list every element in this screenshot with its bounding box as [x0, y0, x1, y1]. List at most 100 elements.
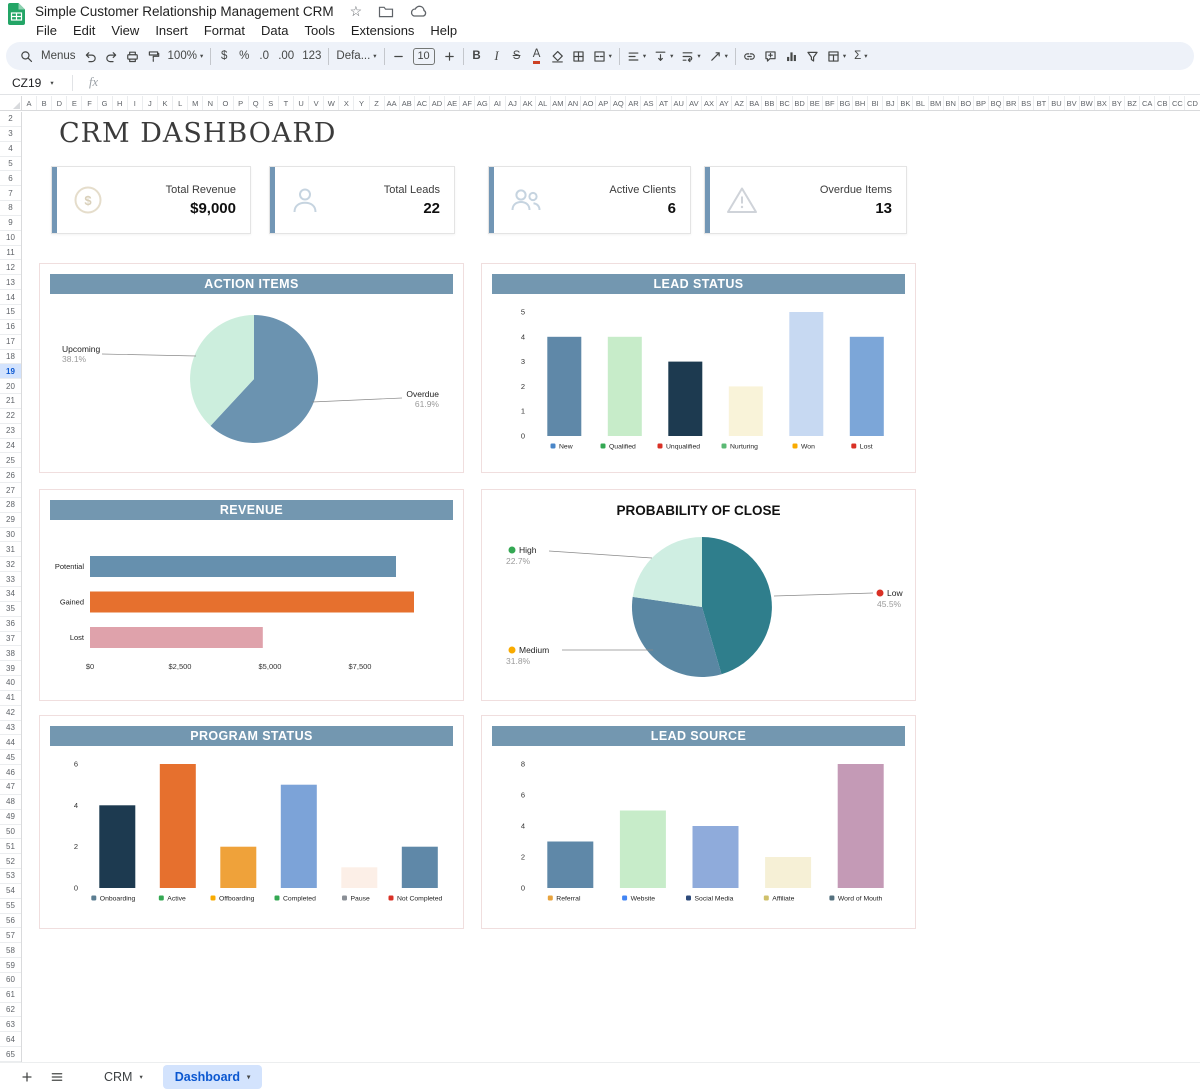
- row-header-3[interactable]: 3: [0, 127, 21, 142]
- column-header-BO[interactable]: BO: [959, 96, 974, 110]
- row-header-40[interactable]: 40: [0, 676, 21, 691]
- row-header-20[interactable]: 20: [0, 379, 21, 395]
- row-header-42[interactable]: 42: [0, 706, 21, 721]
- row-header-62[interactable]: 62: [0, 1003, 21, 1018]
- column-header-U[interactable]: U: [294, 96, 310, 110]
- insert-link-icon[interactable]: [739, 44, 760, 68]
- column-header-AL[interactable]: AL: [536, 96, 551, 110]
- row-header-52[interactable]: 52: [0, 854, 21, 870]
- sheets-logo-icon[interactable]: [8, 2, 25, 25]
- row-header-33[interactable]: 33: [0, 572, 21, 587]
- column-header-AX[interactable]: AX: [702, 96, 718, 110]
- font-select[interactable]: Defa... ▾: [336, 50, 377, 62]
- row-header-24[interactable]: 24: [0, 439, 21, 454]
- kpi-total-revenue[interactable]: $ Total Revenue $9,000: [51, 166, 251, 234]
- insert-chart-icon[interactable]: [781, 44, 802, 68]
- formula-input[interactable]: [108, 71, 1200, 94]
- column-header-T[interactable]: T: [279, 96, 294, 110]
- row-header-16[interactable]: 16: [0, 320, 21, 335]
- column-header-AB[interactable]: AB: [400, 96, 415, 110]
- column-header-AR[interactable]: AR: [626, 96, 642, 110]
- row-header-11[interactable]: 11: [0, 246, 21, 261]
- column-header-AT[interactable]: AT: [657, 96, 672, 110]
- column-header-BN[interactable]: BN: [944, 96, 959, 110]
- move-folder-icon[interactable]: [378, 5, 394, 18]
- undo-icon[interactable]: [80, 44, 101, 68]
- column-header-BY[interactable]: BY: [1110, 96, 1125, 110]
- row-header-36[interactable]: 36: [0, 617, 21, 632]
- column-header-P[interactable]: P: [234, 96, 249, 110]
- row-header-25[interactable]: 25: [0, 453, 21, 469]
- column-header-BX[interactable]: BX: [1095, 96, 1110, 110]
- column-header-AG[interactable]: AG: [475, 96, 491, 110]
- row-header-58[interactable]: 58: [0, 943, 21, 959]
- column-header-BQ[interactable]: BQ: [989, 96, 1005, 110]
- chart-program-status[interactable]: PROGRAM STATUS 0 2 4 6 Onboarding Active Offbo…: [39, 715, 464, 929]
- font-size-input[interactable]: 10: [409, 44, 439, 68]
- column-header-CA[interactable]: CA: [1140, 96, 1156, 110]
- increase-font-size-button[interactable]: [439, 44, 460, 68]
- column-header-BM[interactable]: BM: [929, 96, 944, 110]
- row-header-49[interactable]: 49: [0, 810, 21, 825]
- merge-cells-icon[interactable]: ▾: [589, 44, 616, 68]
- text-color-button[interactable]: A: [527, 44, 547, 68]
- row-header-55[interactable]: 55: [0, 899, 21, 914]
- column-header-V[interactable]: V: [309, 96, 325, 110]
- paint-format-icon[interactable]: [143, 44, 164, 68]
- row-header-32[interactable]: 32: [0, 557, 21, 573]
- column-header-AP[interactable]: AP: [596, 96, 612, 110]
- row-header-21[interactable]: 21: [0, 394, 21, 409]
- menu-insert[interactable]: Insert: [155, 23, 188, 38]
- row-header-30[interactable]: 30: [0, 528, 21, 543]
- text-wrap-icon[interactable]: ▾: [677, 44, 704, 68]
- column-header-AM[interactable]: AM: [551, 96, 566, 110]
- row-header-2[interactable]: 2: [0, 112, 21, 127]
- row-header-31[interactable]: 31: [0, 542, 21, 558]
- print-icon[interactable]: [122, 44, 143, 68]
- row-header-19[interactable]: 19: [0, 364, 21, 380]
- column-header-F[interactable]: F: [82, 96, 98, 110]
- row-header-44[interactable]: 44: [0, 735, 21, 751]
- row-header-29[interactable]: 29: [0, 513, 21, 528]
- strikethrough-button[interactable]: S: [512, 50, 521, 62]
- column-header-Q[interactable]: Q: [249, 96, 264, 110]
- column-header-BU[interactable]: BU: [1049, 96, 1065, 110]
- tab-crm[interactable]: CRM ▾: [104, 1069, 143, 1084]
- format-percent-button[interactable]: %: [239, 50, 250, 62]
- horizontal-align-icon[interactable]: ▾: [623, 44, 650, 68]
- column-header-BH[interactable]: BH: [853, 96, 869, 110]
- menu-tools[interactable]: Tools: [304, 23, 335, 38]
- column-header-BP[interactable]: BP: [974, 96, 989, 110]
- column-header-AD[interactable]: AD: [430, 96, 446, 110]
- column-header-A[interactable]: A: [22, 96, 38, 110]
- row-header-47[interactable]: 47: [0, 780, 21, 795]
- column-header-M[interactable]: M: [188, 96, 204, 110]
- row-header-53[interactable]: 53: [0, 869, 21, 884]
- chart-action-items[interactable]: ACTION ITEMS Upcoming 38.1% Overdue 61.9…: [39, 263, 464, 473]
- column-header-E[interactable]: E: [67, 96, 83, 110]
- column-header-AU[interactable]: AU: [672, 96, 687, 110]
- column-header-BB[interactable]: BB: [762, 96, 778, 110]
- column-header-I[interactable]: I: [128, 96, 143, 110]
- row-header-28[interactable]: 28: [0, 498, 21, 513]
- format-currency-button[interactable]: $: [221, 50, 228, 62]
- fill-color-icon[interactable]: [547, 44, 568, 68]
- row-header-37[interactable]: 37: [0, 632, 21, 647]
- table-icon[interactable]: ▾: [823, 44, 850, 68]
- row-header-9[interactable]: 9: [0, 216, 21, 231]
- decrease-font-size-button[interactable]: [388, 44, 409, 68]
- menu-data[interactable]: Data: [261, 23, 289, 38]
- row-header-54[interactable]: 54: [0, 884, 21, 899]
- row-header-51[interactable]: 51: [0, 839, 21, 855]
- column-header-S[interactable]: S: [264, 96, 279, 110]
- star-icon[interactable]: ☆: [349, 2, 363, 19]
- column-header-L[interactable]: L: [173, 96, 189, 110]
- row-header-41[interactable]: 41: [0, 691, 21, 706]
- column-header-CD[interactable]: CD: [1185, 96, 1200, 110]
- row-header-46[interactable]: 46: [0, 765, 21, 780]
- menus-button[interactable]: Menus: [41, 50, 76, 62]
- column-header-AZ[interactable]: AZ: [732, 96, 748, 110]
- row-header-56[interactable]: 56: [0, 914, 21, 929]
- kpi-total-leads[interactable]: Total Leads 22: [269, 166, 455, 234]
- add-sheet-icon[interactable]: [14, 1065, 40, 1089]
